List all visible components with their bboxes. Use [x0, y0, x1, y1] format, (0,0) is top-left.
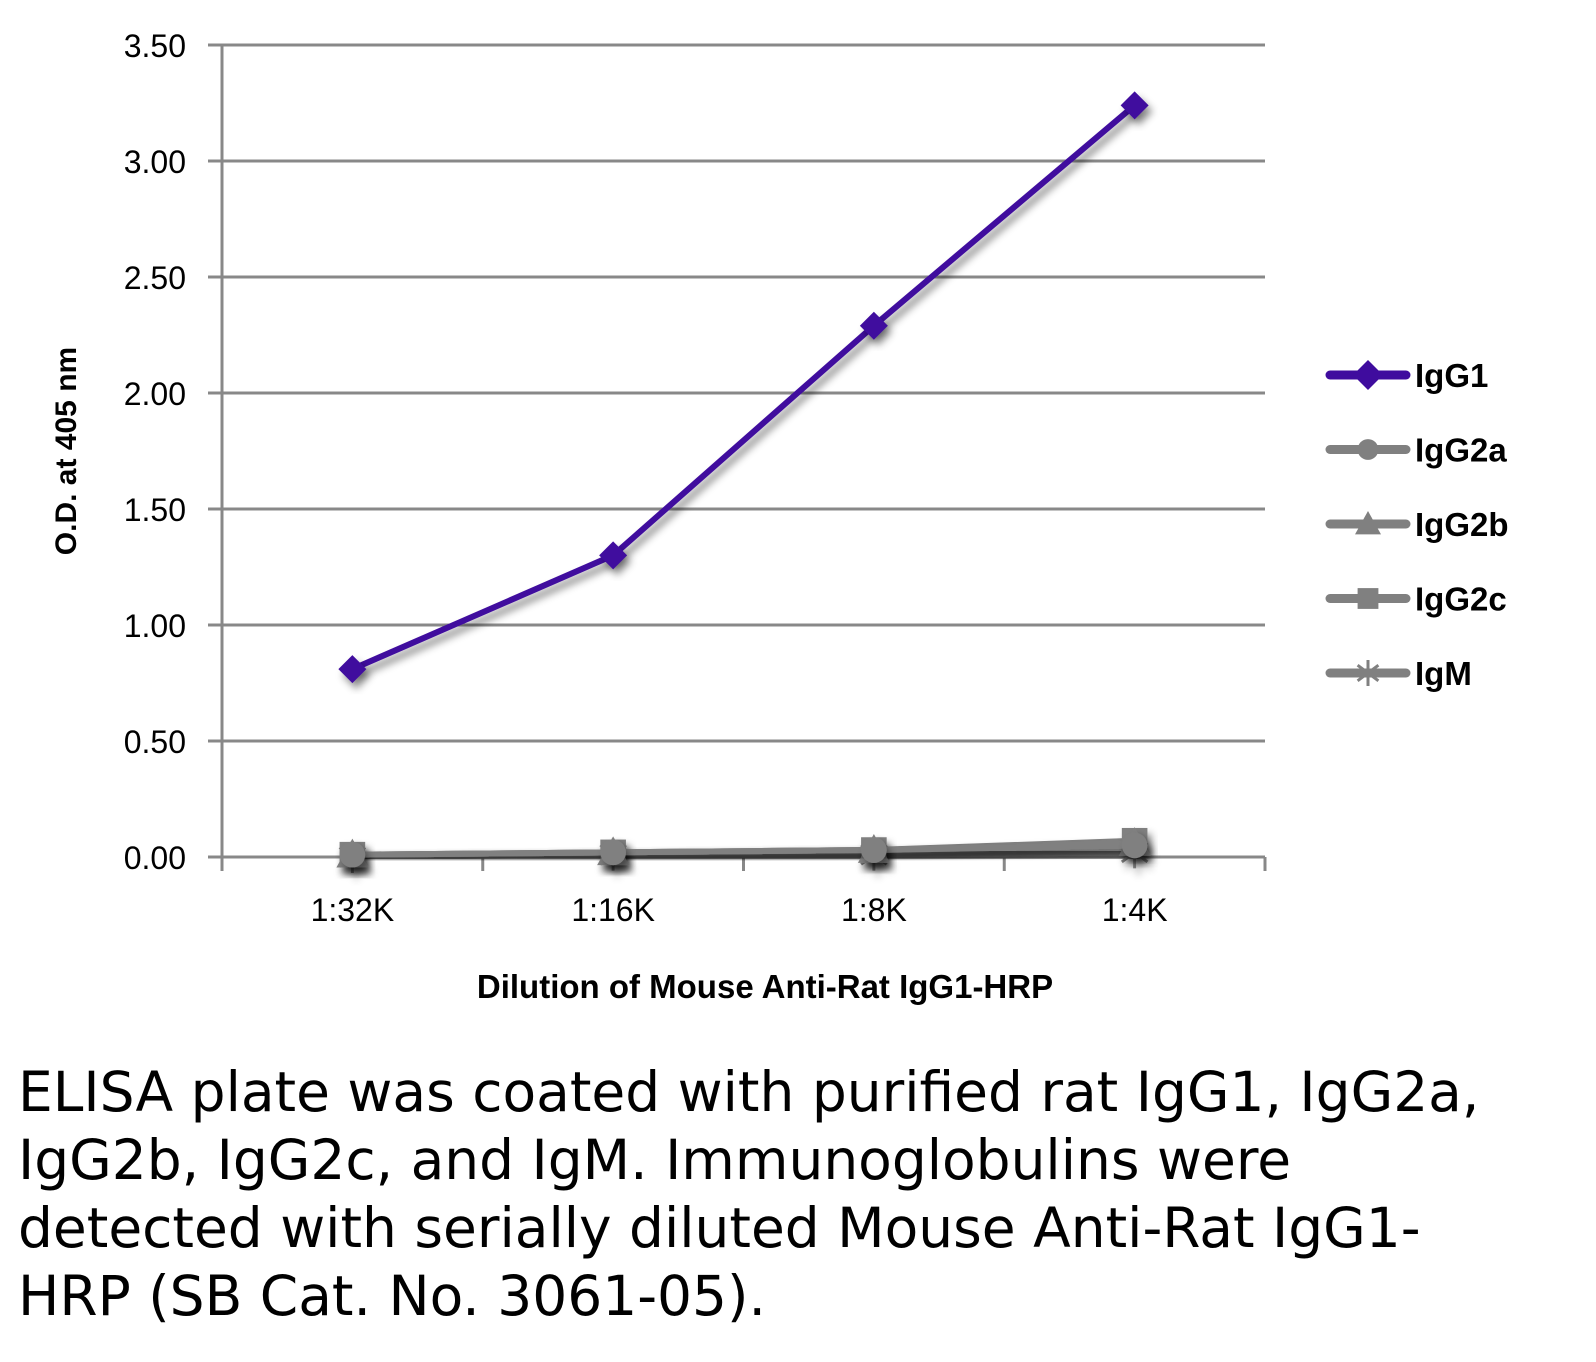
legend-item-IgG2a: IgG2a	[1325, 432, 1507, 469]
data-point-IgG1	[599, 541, 628, 570]
x-tick-label: 1:8K	[841, 892, 907, 928]
data-point-IgG2a	[600, 839, 626, 866]
data-point-IgG2a	[1121, 832, 1148, 859]
legend-label: IgM	[1415, 655, 1472, 692]
series-line-IgG2a	[352, 842, 1135, 858]
x-tick-labels: 1:32K 1:16K 1:8K 1:4K	[311, 892, 1168, 928]
y-tick-label: 0.50	[124, 724, 186, 760]
legend-label: IgG2b	[1415, 506, 1509, 543]
data-point-IgG1	[1120, 91, 1149, 120]
data-point-IgG1	[338, 655, 367, 684]
y-tick-label: 1.50	[124, 492, 186, 528]
legend-marker-triangle-icon	[1355, 511, 1381, 535]
data-point-IgG2a	[861, 837, 887, 863]
legend-item-IgG2c: IgG2c	[1325, 581, 1507, 618]
x-tick-label: 1:4K	[1102, 892, 1168, 928]
legend-marker-square-icon	[1357, 588, 1379, 609]
legend-item-IgM: IgM	[1325, 655, 1472, 692]
legend-label: IgG1	[1415, 357, 1488, 394]
data-point-IgG1	[859, 311, 888, 340]
legend-marker-star-icon	[1356, 660, 1380, 686]
x-axis-label: Dilution of Mouse Anti-Rat IgG1-HRP	[477, 968, 1053, 1005]
data-point-IgG2a	[339, 841, 366, 868]
x-tick-label: 1:16K	[571, 892, 655, 928]
series-IgG1	[338, 91, 1149, 684]
y-tick-label: 3.50	[124, 28, 186, 64]
y-axis-label: O.D. at 405 nm	[50, 347, 83, 555]
legend-label: IgG2c	[1415, 581, 1507, 618]
series-IgG2a	[339, 832, 1148, 868]
series-line-IgG1	[351, 103, 1137, 672]
y-tick-label: 1.00	[124, 608, 186, 644]
legend-label: IgG2a	[1415, 432, 1507, 469]
y-tick-label: 2.00	[124, 376, 186, 412]
y-tick-label: 0.00	[124, 840, 186, 876]
legend-marker-diamond-icon	[1353, 360, 1383, 390]
series-lines	[336, 91, 1151, 873]
axes	[220, 45, 1267, 871]
legend-item-IgG2b: IgG2b	[1325, 506, 1509, 543]
legend-item-IgG1: IgG1	[1325, 357, 1488, 394]
gridlines	[208, 43, 1265, 859]
legend-marker-circle-icon	[1357, 439, 1379, 460]
legend: IgG1 IgG2a IgG2b IgG2c IgM	[1325, 357, 1509, 692]
y-tick-labels: 0.00 0.50 1.00 1.50 2.00 2.50 3.00 3.50	[124, 28, 186, 876]
y-tick-label: 3.00	[124, 144, 186, 180]
figure-caption: ELISA plate was coated with purified rat…	[18, 1060, 1480, 1328]
x-tick-label: 1:32K	[311, 892, 395, 928]
y-tick-label: 2.50	[124, 260, 186, 296]
elisa-line-chart: 0.000.501.001.502.002.503.003.50 1:32K 1:…	[50, 28, 1509, 1005]
